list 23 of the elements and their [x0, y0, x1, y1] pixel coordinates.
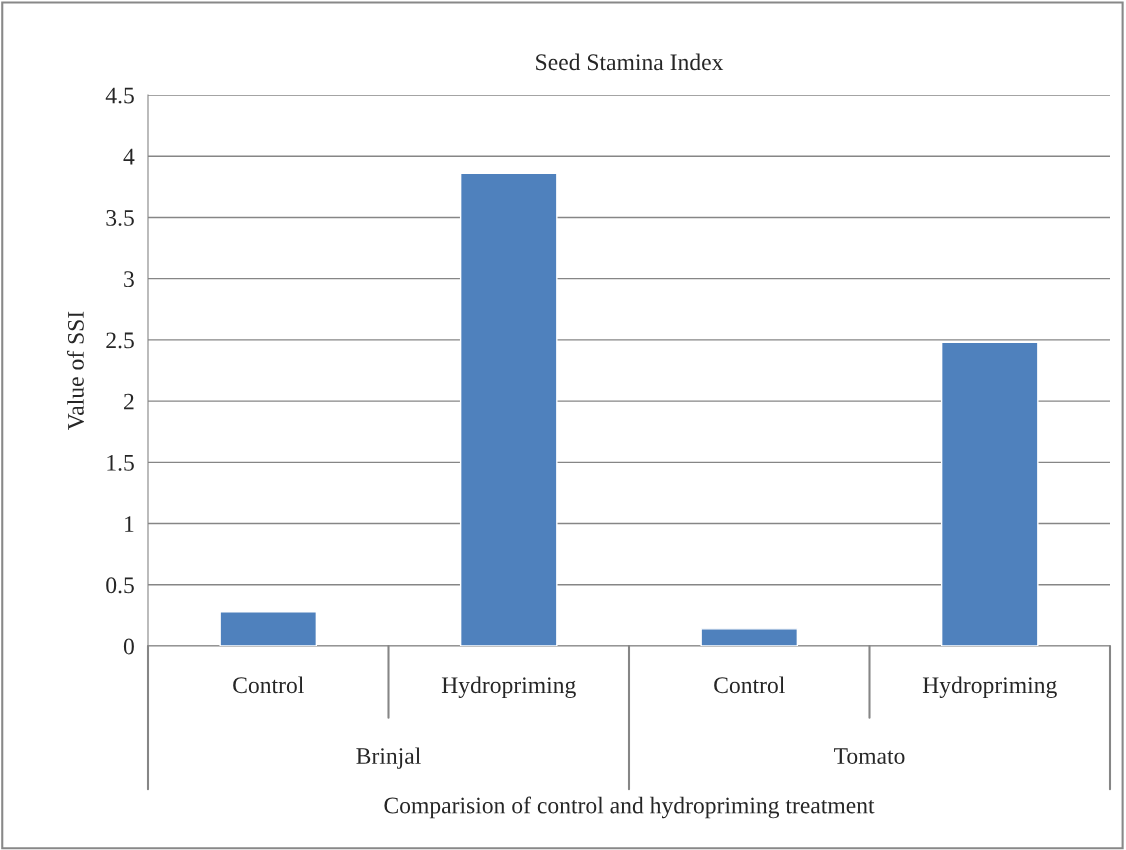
y-tick-label: 0: [123, 638, 134, 655]
x-tick-label: Control: [233, 676, 304, 694]
y-axis-title: Value of SSI: [66, 311, 84, 430]
y-tick-label: 0.5: [106, 577, 134, 594]
bar: [940, 341, 1039, 646]
y-tick-label: 1.5: [107, 454, 134, 471]
y-tick-label: 2.5: [106, 332, 134, 349]
x-axis-title: Comparision of control and hydropriming treatment: [384, 796, 875, 819]
chart-title: Seed Stamina Index: [536, 53, 724, 71]
y-tick-label: 3: [124, 271, 134, 288]
bar: [459, 172, 558, 646]
y-tick-label: 2: [124, 393, 134, 410]
y-tick-label: 4.5: [105, 87, 134, 104]
y-tick-label: 1: [125, 516, 134, 532]
x-tick-label: Control: [714, 676, 785, 694]
x-tick-label: Hydropriming: [441, 676, 576, 699]
y-tick-label: 3.5: [106, 210, 134, 226]
x-tick-label: Hydropriming: [922, 676, 1057, 699]
bar: [700, 628, 799, 646]
y-tick-label: 4: [123, 148, 135, 165]
text: Brinjal: [356, 747, 421, 769]
text: Tomato: [834, 748, 905, 765]
bar: [219, 611, 318, 646]
